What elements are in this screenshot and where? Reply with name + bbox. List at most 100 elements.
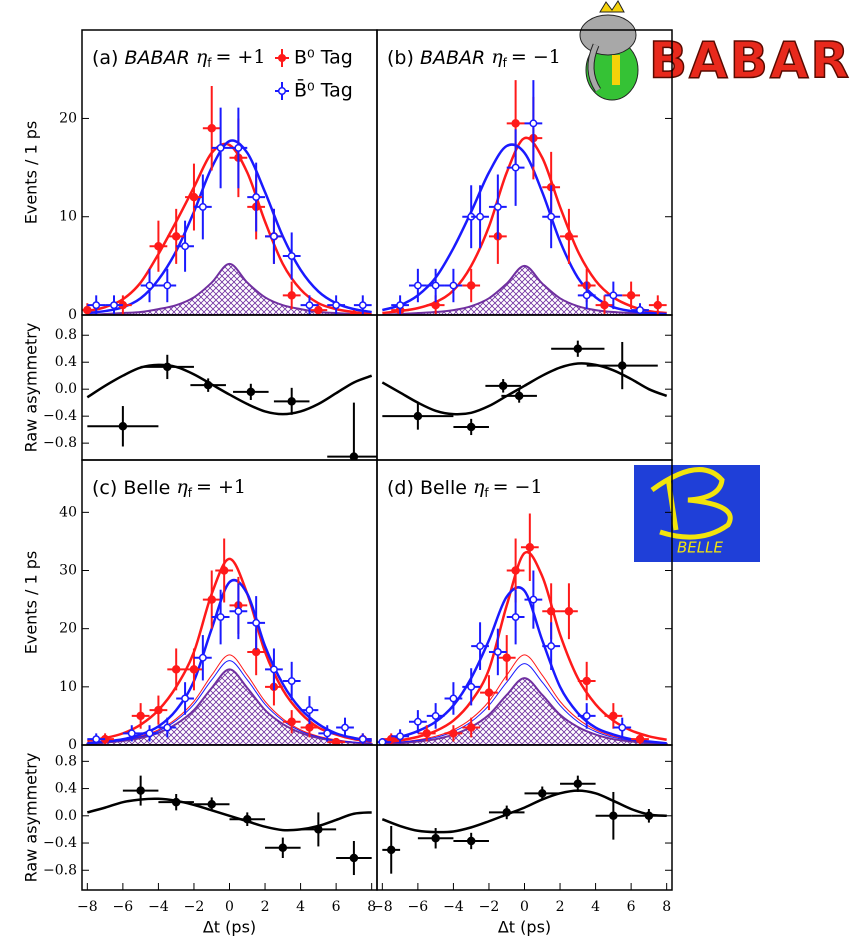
x-tick-label: 4 bbox=[296, 899, 305, 915]
label-value: = +1 bbox=[196, 476, 246, 498]
data-point bbox=[618, 723, 627, 732]
data-point bbox=[198, 202, 207, 211]
data-point bbox=[511, 566, 520, 575]
data-point bbox=[493, 202, 502, 211]
data-point bbox=[203, 380, 213, 390]
label-prefix: (b) bbox=[387, 47, 414, 69]
x-tick-label: 2 bbox=[261, 899, 270, 915]
panel-frame bbox=[376, 314, 673, 461]
data-point bbox=[252, 193, 261, 202]
fit-curve bbox=[87, 654, 372, 744]
data-point bbox=[582, 291, 591, 300]
data-point bbox=[413, 411, 423, 421]
panel: (b) BABAR ηf = −1 bbox=[376, 29, 673, 316]
panel-label: (b) BABAR ηf = −1 bbox=[387, 46, 561, 70]
data-point bbox=[538, 789, 547, 798]
babar-logo: BABAR bbox=[579, 0, 850, 101]
x-axis-label: Δt (ps) bbox=[203, 918, 256, 937]
label-symbol: η bbox=[196, 46, 208, 68]
panel: (d) Belle ηf = −1 bbox=[376, 459, 673, 746]
data-point bbox=[349, 853, 359, 863]
label-name: Belle bbox=[123, 477, 170, 499]
y-axis-label: Events / 1 ps bbox=[22, 121, 41, 225]
y-tick-label: 0.8 bbox=[55, 327, 77, 343]
label-subscript: f bbox=[207, 56, 212, 70]
plot-area bbox=[381, 80, 667, 315]
y-tick-label: −0.8 bbox=[43, 862, 77, 878]
fit-curve bbox=[86, 363, 373, 416]
data-point bbox=[476, 212, 485, 221]
data-point bbox=[181, 242, 190, 251]
fit-curve bbox=[381, 362, 668, 416]
data-point bbox=[609, 711, 618, 721]
data-point bbox=[287, 291, 296, 300]
data-point bbox=[154, 241, 163, 251]
data-point bbox=[511, 613, 520, 621]
label-name: BABAR bbox=[420, 47, 485, 69]
data-point bbox=[502, 653, 511, 663]
data-point bbox=[498, 381, 508, 391]
label-subscript: f bbox=[484, 486, 489, 500]
data-point bbox=[207, 799, 216, 809]
fit-curve bbox=[87, 660, 372, 744]
data-point bbox=[269, 232, 278, 241]
panel-label: (d) Belle ηf = −1 bbox=[387, 476, 543, 500]
legend-label: B̄⁰ Tag bbox=[294, 77, 353, 101]
plot-area bbox=[381, 340, 668, 436]
data-point bbox=[287, 677, 296, 685]
belle-logo: BELLE bbox=[634, 465, 760, 562]
data-point bbox=[278, 843, 288, 853]
data-point bbox=[449, 729, 458, 738]
data-point bbox=[386, 845, 396, 855]
data-point bbox=[358, 735, 367, 744]
data-point bbox=[573, 779, 583, 789]
x-tick-label: −6 bbox=[113, 899, 134, 915]
data-point bbox=[252, 618, 261, 627]
data-point bbox=[467, 682, 476, 691]
x-tick-label: −4 bbox=[148, 899, 169, 915]
x-tick-label: 0 bbox=[225, 899, 234, 915]
x-tick-label: −8 bbox=[77, 899, 98, 915]
panel-frame bbox=[81, 744, 378, 891]
data-point bbox=[219, 566, 229, 575]
data-point bbox=[216, 613, 225, 621]
fit-curve bbox=[87, 142, 372, 315]
y-tick-label: 10 bbox=[59, 679, 77, 695]
legend-marker bbox=[277, 53, 287, 63]
label-name: BABAR bbox=[125, 47, 190, 69]
data-point bbox=[92, 301, 101, 310]
data-point bbox=[511, 119, 520, 128]
data-point bbox=[511, 163, 520, 172]
fit-curve bbox=[382, 586, 667, 745]
data-point bbox=[287, 252, 296, 260]
y-tick-label: 20 bbox=[59, 621, 77, 637]
background-fill bbox=[86, 668, 373, 745]
data-point bbox=[171, 232, 181, 241]
data-point bbox=[484, 688, 494, 697]
data-point bbox=[476, 642, 485, 651]
fit-curve bbox=[87, 578, 372, 745]
data-point bbox=[644, 811, 654, 821]
data-point bbox=[582, 711, 591, 720]
data-point bbox=[189, 665, 199, 674]
data-point bbox=[189, 192, 199, 202]
data-point bbox=[547, 212, 556, 221]
data-point bbox=[617, 361, 627, 370]
legend-entry: B⁰ Tag bbox=[275, 47, 353, 69]
data-point bbox=[145, 729, 154, 738]
data-point bbox=[181, 694, 190, 703]
data-point bbox=[546, 606, 556, 616]
panel-frame bbox=[376, 744, 673, 891]
data-point bbox=[358, 301, 367, 310]
data-point bbox=[573, 344, 583, 353]
data-point bbox=[514, 391, 524, 401]
label-symbol: η bbox=[473, 476, 485, 498]
x-tick-label: −6 bbox=[408, 899, 429, 915]
panel bbox=[376, 314, 673, 461]
data-point bbox=[582, 676, 591, 686]
data-point bbox=[493, 647, 502, 656]
data-point bbox=[234, 607, 243, 616]
y-tick-label: 30 bbox=[59, 563, 77, 579]
x-tick-label: 0 bbox=[520, 899, 529, 915]
